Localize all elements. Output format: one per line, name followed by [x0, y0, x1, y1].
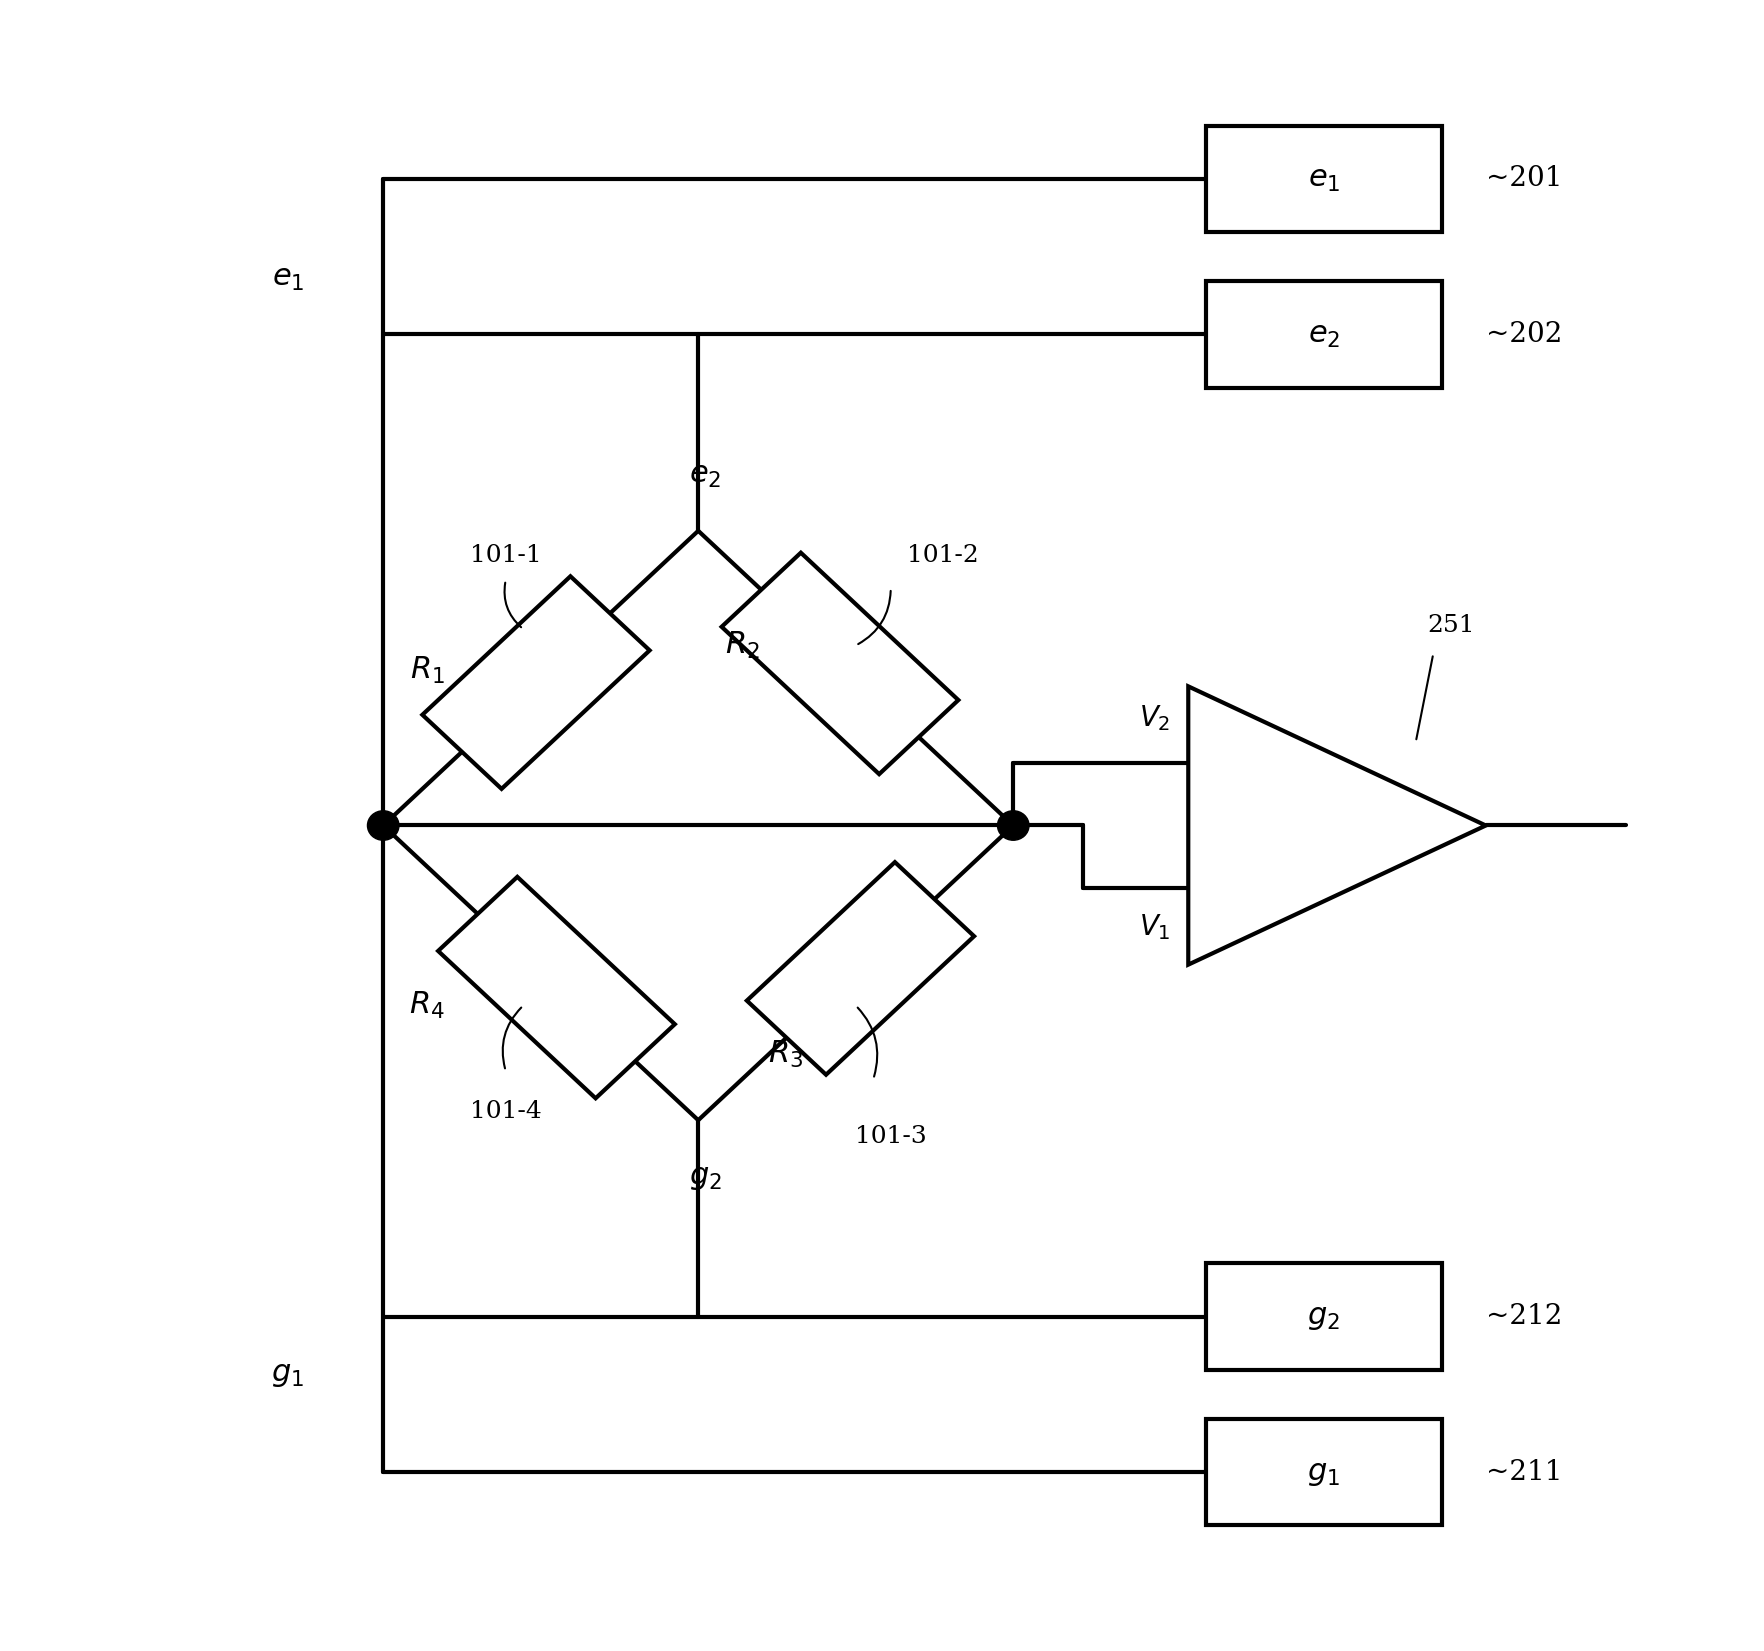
Text: 101-2: 101-2 — [907, 543, 979, 566]
FancyBboxPatch shape — [1207, 281, 1441, 388]
Text: ~201: ~201 — [1485, 165, 1563, 192]
Text: $R_4$: $R_4$ — [409, 991, 445, 1020]
Text: 101-4: 101-4 — [469, 1101, 542, 1123]
Circle shape — [367, 811, 399, 840]
FancyBboxPatch shape — [1207, 125, 1441, 233]
Text: $e_2$: $e_2$ — [1307, 319, 1341, 350]
Text: $g_2$: $g_2$ — [690, 1161, 721, 1192]
Text: $e_2$: $e_2$ — [690, 459, 721, 490]
Text: $g_1$: $g_1$ — [1307, 1456, 1341, 1488]
Polygon shape — [1189, 687, 1485, 964]
Text: $V_1$: $V_1$ — [1140, 913, 1171, 943]
Text: ~212: ~212 — [1485, 1303, 1563, 1331]
Text: 251: 251 — [1427, 614, 1475, 637]
Text: $R_1$: $R_1$ — [409, 654, 445, 685]
Text: ~211: ~211 — [1485, 1459, 1563, 1486]
Text: 101-3: 101-3 — [856, 1124, 926, 1147]
Text: $R_3$: $R_3$ — [767, 1038, 803, 1070]
Polygon shape — [437, 877, 676, 1098]
FancyBboxPatch shape — [1207, 1418, 1441, 1526]
Text: $g_2$: $g_2$ — [1307, 1301, 1341, 1332]
Text: $e_1$: $e_1$ — [272, 263, 305, 294]
Polygon shape — [746, 862, 974, 1075]
Text: $e_1$: $e_1$ — [1307, 163, 1341, 195]
FancyBboxPatch shape — [1207, 1263, 1441, 1370]
Text: $R_2$: $R_2$ — [725, 631, 759, 660]
Text: 101-1: 101-1 — [469, 543, 542, 566]
Text: ~202: ~202 — [1485, 320, 1563, 348]
Circle shape — [997, 811, 1028, 840]
Text: $g_1$: $g_1$ — [272, 1357, 305, 1388]
Text: $V_2$: $V_2$ — [1140, 703, 1171, 733]
Polygon shape — [422, 576, 649, 789]
Polygon shape — [721, 553, 958, 774]
